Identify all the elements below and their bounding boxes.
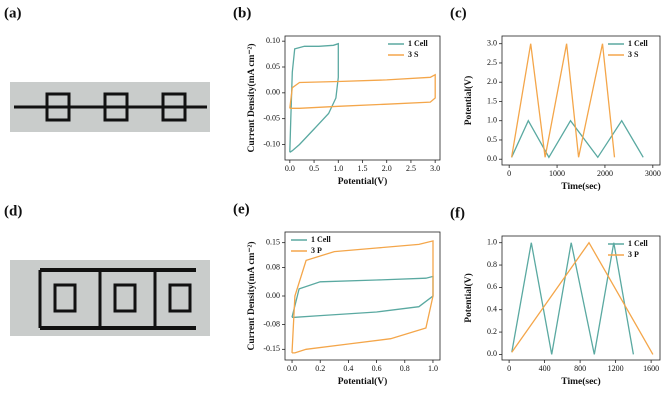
x-axis-label: Potential(V) — [338, 376, 388, 387]
legend-label: 1 Cell — [628, 39, 649, 48]
x-tick-label: 0 — [507, 169, 511, 178]
legend-label: 3 P — [628, 250, 639, 259]
x-tick-label: 2000 — [597, 169, 613, 178]
plot-frame — [501, 235, 661, 361]
y-axis-label: Potential(V) — [463, 76, 474, 126]
legend-label: 3 S — [628, 50, 639, 59]
panel-label: (a) — [4, 5, 22, 21]
y-tick-label: -0.08 — [263, 319, 280, 328]
y-axis-label: Current Density(mA cm⁻²) — [246, 242, 257, 351]
y-tick-label: 0.8 — [487, 260, 497, 269]
series-line — [291, 240, 434, 354]
y-tick-label: 0.0 — [487, 154, 497, 163]
x-axis-label: Time(sec) — [561, 376, 600, 387]
plot-frame — [284, 231, 441, 361]
y-tick-label: 0.2 — [487, 327, 497, 336]
panel-label: (f) — [450, 205, 465, 221]
legend-label: 1 Cell — [408, 39, 429, 48]
y-tick-label: 1.5 — [487, 96, 497, 105]
x-axis-label: Time(sec) — [561, 181, 600, 192]
x-tick-label: 2.5 — [406, 164, 416, 173]
y-tick-label: 3.0 — [487, 39, 497, 48]
x-tick-label: 400 — [539, 364, 551, 373]
y-tick-label: 0.00 — [266, 88, 280, 97]
y-tick-label: 0.10 — [266, 36, 280, 45]
y-tick-label: 0.15 — [266, 237, 280, 246]
x-tick-label: 1600 — [643, 364, 659, 373]
legend-label: 1 Cell — [628, 239, 649, 248]
x-tick-label: 0.4 — [343, 364, 353, 373]
y-axis-label: Potential(V) — [463, 273, 474, 323]
x-tick-label: 1.5 — [358, 164, 368, 173]
y-tick-label: -0.05 — [263, 113, 280, 122]
series-line — [511, 242, 635, 355]
y-tick-label: 0.05 — [266, 62, 280, 71]
x-tick-label: 0.0 — [287, 364, 297, 373]
x-tick-label: 0.2 — [315, 364, 325, 373]
y-tick-label: -0.10 — [263, 139, 280, 148]
series-line — [510, 43, 616, 158]
x-tick-label: 800 — [574, 364, 586, 373]
y-tick-label: 0.5 — [487, 135, 497, 144]
y-tick-label: 0.6 — [487, 282, 497, 291]
y-axis-label: Current Density(mA cm⁻²) — [246, 44, 257, 153]
series-line — [289, 42, 339, 153]
photo-parallel-device — [10, 260, 210, 336]
series-line — [511, 119, 644, 159]
plot-frame — [501, 35, 661, 166]
x-tick-label: 1.0 — [428, 364, 438, 373]
y-tick-label: 2.5 — [487, 58, 497, 67]
series-line — [291, 275, 434, 318]
photo-series-device — [10, 82, 210, 132]
series-line — [511, 241, 654, 355]
legend-label: 3 P — [311, 246, 322, 255]
x-axis-label: Potential(V) — [338, 176, 388, 187]
x-tick-label: 1200 — [608, 364, 624, 373]
panel-label: (d) — [4, 203, 22, 219]
series-line — [289, 73, 436, 109]
y-tick-label: 2.0 — [487, 77, 497, 86]
x-tick-label: 1000 — [549, 169, 565, 178]
x-tick-label: 0.0 — [285, 164, 295, 173]
y-tick-label: -0.15 — [263, 344, 280, 353]
y-tick-label: 0.0 — [487, 349, 497, 358]
x-tick-label: 3.0 — [430, 164, 440, 173]
x-tick-label: 0.5 — [309, 164, 319, 173]
x-tick-label: 1.0 — [333, 164, 343, 173]
legend-label: 3 S — [408, 50, 419, 59]
x-tick-label: 3000 — [645, 169, 661, 178]
y-tick-label: 1.0 — [487, 116, 497, 125]
x-tick-label: 2.0 — [382, 164, 392, 173]
x-tick-label: 0 — [507, 364, 511, 373]
y-tick-label: 0.4 — [487, 305, 497, 314]
panel-label: (e) — [233, 201, 250, 217]
panel-label: (c) — [450, 5, 467, 21]
y-tick-label: 0.00 — [266, 291, 280, 300]
x-tick-label: 0.6 — [372, 364, 382, 373]
y-tick-label: 1.0 — [487, 238, 497, 247]
x-tick-label: 0.8 — [400, 364, 410, 373]
legend-label: 1 Cell — [311, 235, 332, 244]
y-tick-label: 0.08 — [266, 262, 280, 271]
panel-label: (b) — [233, 5, 251, 21]
